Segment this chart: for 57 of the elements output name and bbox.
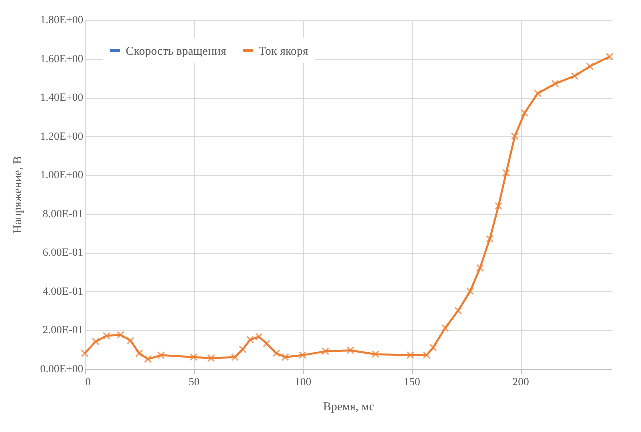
point (190, 353, 198, 362)
point (92, 338, 100, 346)
point (81, 350, 89, 358)
point (281, 353, 290, 362)
y-tick-label: 1.80E+00 (40, 14, 84, 26)
point (157, 352, 166, 360)
point (117, 331, 125, 339)
point (238, 346, 247, 354)
point (494, 202, 503, 210)
legend-label: Скорость вращения (126, 44, 227, 58)
point (551, 80, 560, 88)
point (571, 72, 579, 80)
y-tick-label: 2.00E-01 (42, 324, 84, 337)
y-tick-label: 8.00E-01 (42, 208, 84, 220)
point (511, 132, 520, 140)
x-tick-label: 200 (512, 376, 530, 388)
y-tick-label: 1.60E+00 (40, 53, 84, 66)
point (298, 352, 307, 360)
point (422, 352, 431, 360)
point (102, 332, 111, 340)
legend-label: Ток якоря (259, 44, 309, 58)
point (586, 62, 594, 70)
x-tick-label: 150 (404, 376, 421, 388)
point (606, 52, 614, 61)
point (454, 306, 462, 315)
point (466, 288, 474, 296)
x-tick-label: 0 (86, 376, 92, 388)
point (372, 350, 380, 358)
point (207, 354, 216, 362)
y-tick-label: 4.00E-01 (42, 286, 84, 298)
point (231, 353, 240, 362)
point (126, 336, 135, 345)
point (534, 90, 542, 98)
point (144, 355, 152, 364)
point (502, 169, 510, 178)
point (520, 109, 529, 117)
x-axis-title: Время, мс (323, 400, 375, 414)
point (255, 333, 264, 341)
y-tick-label: 0.00E+00 (40, 364, 84, 376)
point (441, 324, 450, 332)
point (430, 344, 438, 352)
y-axis-title: Напряжение, В (10, 156, 24, 234)
point (476, 264, 484, 272)
y-tick-label: 1.00E+00 (40, 170, 84, 182)
point (246, 336, 254, 344)
point (322, 348, 330, 356)
point (486, 235, 494, 244)
x-tick-label: 50 (188, 376, 200, 388)
x-tick-label: 100 (295, 376, 312, 388)
point (262, 340, 271, 348)
point (346, 346, 355, 354)
y-tick-label: 1.20E+00 (40, 130, 84, 143)
point (406, 352, 414, 360)
point (136, 350, 144, 358)
y-tick-label: 1.40E+00 (40, 92, 84, 104)
point (272, 350, 281, 358)
y-tick-label: 6.00E-01 (42, 247, 84, 260)
